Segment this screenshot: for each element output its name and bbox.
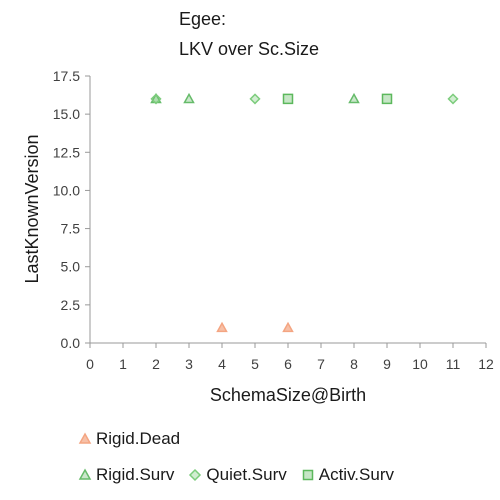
x-axis-label: SchemaSize@Birth: [210, 385, 366, 405]
y-tick-label: 5.0: [61, 259, 81, 275]
legend-row-2: Rigid.Surv Quiet.Surv Activ.Surv: [78, 463, 408, 487]
data-point-rigid-surv: [183, 92, 195, 104]
x-tick-label: 8: [350, 356, 358, 372]
legend-item-rigid-surv: Rigid.Surv: [78, 465, 174, 485]
chart-title-line-2: LKV over Sc.Size: [179, 39, 320, 59]
data-point-activ-surv: [282, 93, 294, 105]
legend-item-quiet-surv: Quiet.Surv: [188, 465, 287, 485]
legend-item-rigid-dead: Rigid.Dead: [78, 429, 180, 449]
data-point-quiet-surv: [447, 93, 459, 105]
x-tick-label: 4: [218, 356, 226, 372]
legend-row-1: Rigid.Dead: [78, 427, 408, 451]
x-tick-label: 0: [86, 356, 94, 372]
y-tick-label: 0.0: [61, 335, 81, 351]
y-axis-label: LastKnownVersion: [22, 134, 42, 283]
axes: 0 1 2 3 4 5 6 7 8 9 10 11 120.02.55.07.510.012.515.0…: [53, 68, 494, 372]
x-tick-label: 6: [284, 356, 292, 372]
x-tick-label: 1: [119, 356, 127, 372]
y-tick-label: 2.5: [61, 297, 81, 313]
data-point-quiet-surv: [150, 93, 162, 105]
x-tick-label: 10: [412, 356, 428, 372]
y-tick-label: 10.0: [53, 182, 80, 198]
chart-title-line-1: Egee:: [179, 9, 227, 29]
y-tick-label: 17.5: [53, 68, 80, 84]
square-marker-icon: [302, 469, 313, 481]
x-tick-label: 2: [152, 356, 160, 372]
data-point-rigid-surv: [348, 92, 360, 104]
triangle-marker-icon: [78, 468, 92, 480]
legend-label: Activ.Surv: [318, 465, 394, 484]
triangle-marker-icon: [78, 432, 92, 444]
scatter-chart: 0 1 2 3 4 5 6 7 8 9 10 11 120.02.55.07.510.012.515.0…: [22, 68, 494, 405]
legend-label: Rigid.Dead: [96, 429, 181, 448]
data-points: [150, 92, 459, 333]
x-tick-label: 12: [478, 356, 494, 372]
legend-label: Rigid.Surv: [96, 465, 175, 484]
data-point-rigid-dead: [282, 321, 294, 333]
diamond-marker-icon: [189, 468, 202, 482]
y-tick-label: 15.0: [53, 106, 80, 122]
x-tick-label: 7: [317, 356, 325, 372]
y-tick-label: 12.5: [53, 144, 80, 160]
data-point-quiet-surv: [249, 93, 261, 105]
data-point-activ-surv: [381, 93, 393, 105]
legend-item-activ-surv: Activ.Surv: [301, 465, 394, 485]
x-tick-label: 3: [185, 356, 193, 372]
legend: Rigid.Dead Rigid.Surv Quiet.Surv Activ.S…: [78, 427, 408, 499]
x-tick-label: 5: [251, 356, 259, 372]
y-tick-label: 7.5: [61, 221, 81, 237]
legend-label: Quiet.Surv: [206, 465, 287, 484]
data-point-rigid-dead: [216, 321, 228, 333]
x-tick-label: 11: [446, 356, 461, 372]
x-tick-label: 9: [383, 356, 391, 372]
